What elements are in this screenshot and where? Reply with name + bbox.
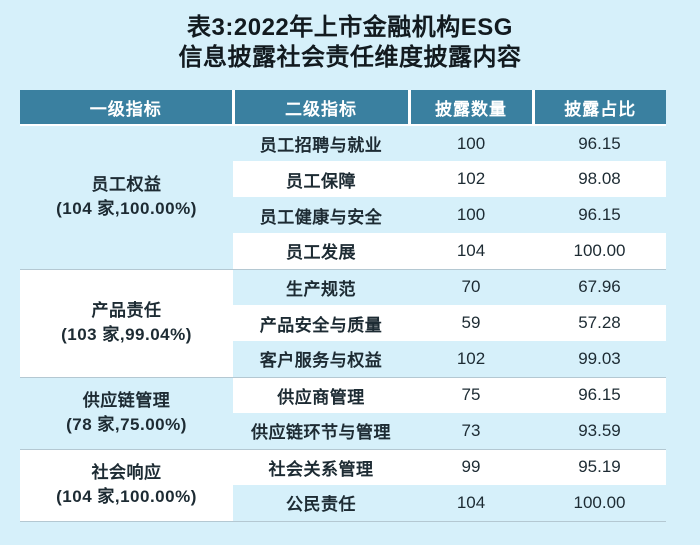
disclosure-count-cell: 102 — [409, 341, 533, 377]
table-row: 员工健康与安全 100 96.15 — [20, 197, 666, 233]
disclosure-count-cell: 73 — [409, 413, 533, 449]
primary-indicator-name: 供应链管理 — [82, 391, 171, 410]
disclosure-pct-cell: 57.28 — [533, 305, 666, 341]
primary-indicator-name: 社会响应 — [91, 463, 162, 482]
table-row: 员工发展 104 100.00 — [20, 233, 666, 269]
primary-indicator-meta: (104 家,100.00%) — [56, 487, 197, 506]
disclosure-count-cell: 100 — [409, 197, 533, 233]
primary-indicator-cell: 社会响应 (104 家,100.00%) — [20, 448, 233, 522]
table-row: 员工权益 (104 家,100.00%) 员工招聘与就业 100 96.15 — [20, 125, 666, 269]
table-title-line2: 信息披露社会责任维度披露内容 — [178, 44, 522, 71]
column-header-disclosure-pct: 披露占比 — [531, 90, 666, 126]
secondary-indicator-cell: 社会关系管理 — [233, 448, 409, 485]
secondary-indicator-cell: 员工招聘与就业 — [233, 125, 409, 161]
esg-disclosure-table: 一级指标 二级指标 披露数量 披露占比 员工权益 (104 家,100.00%) 员… — [20, 90, 666, 522]
table-title: 表3:2022年上市金融机构ESG 信息披露社会责任维度披露内容 — [0, 0, 700, 73]
primary-indicator-name: 产品责任 — [91, 301, 162, 320]
primary-indicator-meta: (103 家,99.04%) — [61, 325, 192, 344]
primary-indicator-cell: 产品责任 (103 家,99.04%) — [20, 268, 233, 377]
disclosure-pct-cell: 67.96 — [533, 268, 666, 305]
disclosure-count-cell: 102 — [409, 161, 533, 197]
column-header-primary-indicator: 一级指标 — [20, 90, 233, 126]
table-title-line1: 表3:2022年上市金融机构ESG — [187, 14, 513, 41]
secondary-indicator-cell: 产品安全与质量 — [233, 305, 409, 341]
primary-indicator-meta: (78 家,75.00%) — [66, 415, 187, 434]
column-header-disclosure-count: 披露数量 — [407, 90, 533, 126]
table-row: 社会响应 (104 家,100.00%) 社会关系管理 99 95.19 — [20, 448, 666, 522]
disclosure-pct-cell: 96.15 — [533, 376, 666, 413]
disclosure-pct-cell: 99.03 — [533, 341, 666, 377]
table-row: 客户服务与权益 102 99.03 — [20, 341, 666, 377]
disclosure-count-cell: 100 — [409, 125, 533, 161]
disclosure-count-cell: 104 — [409, 233, 533, 269]
secondary-indicator-cell: 员工健康与安全 — [233, 197, 409, 233]
column-header-secondary-indicator: 二级指标 — [231, 90, 409, 126]
primary-indicator-name: 员工权益 — [91, 175, 162, 195]
disclosure-count-cell: 59 — [409, 305, 533, 341]
disclosure-count-cell: 70 — [409, 268, 533, 305]
table-row: 产品责任 (103 家,99.04%) 生产规范 70 67.96 — [20, 268, 666, 377]
disclosure-count-cell: 99 — [409, 448, 533, 485]
table-row: 产品安全与质量 59 57.28 — [20, 305, 666, 341]
table-row: 供应链管理 (78 家,75.00%) 供应商管理 75 96.15 — [20, 376, 666, 449]
disclosure-count-cell: 104 — [409, 485, 533, 522]
table-header-row: 一级指标 二级指标 披露数量 披露占比 — [20, 90, 666, 126]
disclosure-pct-cell: 93.59 — [533, 413, 666, 449]
secondary-indicator-cell: 员工保障 — [233, 161, 409, 197]
primary-indicator-cell: 供应链管理 (78 家,75.00%) — [20, 376, 233, 449]
disclosure-pct-cell: 95.19 — [533, 448, 666, 485]
table-row: 供应链环节与管理 73 93.59 — [20, 413, 666, 449]
table-row: 员工保障 102 98.08 — [20, 161, 666, 197]
secondary-indicator-cell: 生产规范 — [233, 268, 409, 305]
disclosure-pct-cell: 96.15 — [533, 125, 666, 161]
disclosure-pct-cell: 96.15 — [533, 197, 666, 233]
disclosure-count-cell: 75 — [409, 376, 533, 413]
secondary-indicator-cell: 员工发展 — [233, 233, 409, 269]
secondary-indicator-cell: 供应链环节与管理 — [233, 413, 409, 449]
disclosure-pct-cell: 98.08 — [533, 161, 666, 197]
primary-indicator-meta: (104 家,100.00%) — [56, 199, 197, 219]
disclosure-pct-cell: 100.00 — [533, 233, 666, 269]
secondary-indicator-cell: 客户服务与权益 — [233, 341, 409, 377]
table-body: 员工权益 (104 家,100.00%) 员工招聘与就业 100 96.15 员工保障 10… — [20, 125, 666, 522]
table-row: 公民责任 104 100.00 — [20, 485, 666, 522]
disclosure-pct-cell: 100.00 — [533, 485, 666, 522]
secondary-indicator-cell: 公民责任 — [233, 485, 409, 522]
secondary-indicator-cell: 供应商管理 — [233, 376, 409, 413]
primary-indicator-cell: 员工权益 (104 家,100.00%) — [20, 125, 233, 269]
